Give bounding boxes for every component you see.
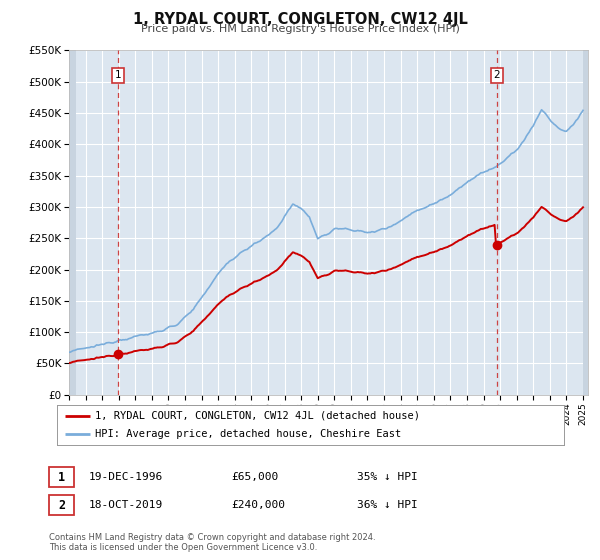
Text: 1, RYDAL COURT, CONGLETON, CW12 4JL (detached house): 1, RYDAL COURT, CONGLETON, CW12 4JL (det… bbox=[95, 411, 420, 421]
Text: 2: 2 bbox=[58, 498, 65, 512]
Text: 1: 1 bbox=[115, 71, 121, 81]
Text: 1: 1 bbox=[58, 470, 65, 484]
Text: Contains HM Land Registry data © Crown copyright and database right 2024.: Contains HM Land Registry data © Crown c… bbox=[49, 533, 376, 542]
Text: 2: 2 bbox=[493, 71, 500, 81]
Text: 18-OCT-2019: 18-OCT-2019 bbox=[89, 500, 163, 510]
Text: 36% ↓ HPI: 36% ↓ HPI bbox=[357, 500, 418, 510]
Text: Price paid vs. HM Land Registry's House Price Index (HPI): Price paid vs. HM Land Registry's House … bbox=[140, 24, 460, 34]
Text: 19-DEC-1996: 19-DEC-1996 bbox=[89, 472, 163, 482]
Text: 35% ↓ HPI: 35% ↓ HPI bbox=[357, 472, 418, 482]
Text: £65,000: £65,000 bbox=[231, 472, 278, 482]
Text: 1, RYDAL COURT, CONGLETON, CW12 4JL: 1, RYDAL COURT, CONGLETON, CW12 4JL bbox=[133, 12, 467, 27]
Text: This data is licensed under the Open Government Licence v3.0.: This data is licensed under the Open Gov… bbox=[49, 543, 317, 552]
Text: £240,000: £240,000 bbox=[231, 500, 285, 510]
Text: HPI: Average price, detached house, Cheshire East: HPI: Average price, detached house, Ches… bbox=[95, 430, 401, 439]
